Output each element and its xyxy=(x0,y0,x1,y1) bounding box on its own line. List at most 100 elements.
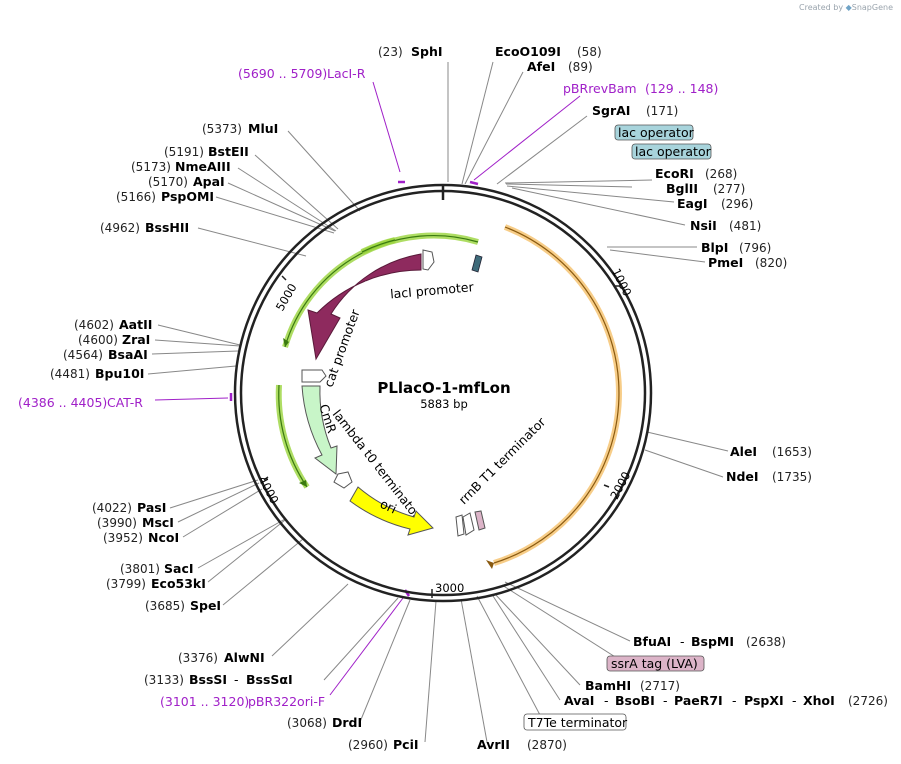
primer-name[interactable]: LacI-R xyxy=(327,66,366,81)
svg-text:-: - xyxy=(680,634,685,649)
site-enzyme[interactable]: PasI xyxy=(137,500,166,515)
t7te-terminator-box[interactable] xyxy=(523,713,627,731)
site-enzyme[interactable]: AleI xyxy=(730,444,757,459)
site-enzyme[interactable]: BstEII xyxy=(208,144,249,159)
feature-cat-promoter[interactable] xyxy=(301,369,327,383)
site-enzyme[interactable]: AvaI xyxy=(564,693,594,708)
site-enzyme[interactable]: PspXI xyxy=(744,693,784,708)
site-position: (23) xyxy=(378,45,403,59)
site-enzyme[interactable]: PaeR7I xyxy=(674,693,723,708)
site-position: (4602) xyxy=(74,318,114,332)
leader-line xyxy=(197,227,307,257)
feature-laci-promoter[interactable] xyxy=(422,249,435,271)
site-enzyme[interactable]: BamHI xyxy=(585,678,631,693)
feature-cmr[interactable] xyxy=(301,385,338,475)
site-enzyme[interactable]: NdeI xyxy=(726,469,759,484)
svg-text:-: - xyxy=(732,693,737,708)
site-enzyme[interactable]: BfuAI xyxy=(633,634,671,649)
site-enzyme[interactable]: XhoI xyxy=(803,693,835,708)
primer-leader xyxy=(329,597,404,696)
site-enzyme[interactable]: DrdI xyxy=(332,715,362,730)
site-position: (1653) xyxy=(772,445,812,459)
plasmid-length: 5883 bp xyxy=(420,397,468,411)
site-position: (4022) xyxy=(92,501,132,515)
feature-ori[interactable] xyxy=(349,486,434,536)
site-position: (3133) xyxy=(144,673,184,687)
site-enzyme[interactable]: PmeI xyxy=(708,255,743,270)
site-enzyme[interactable]: EcoO109I xyxy=(495,44,561,59)
leader-line xyxy=(511,187,686,226)
ssra-tag-box[interactable] xyxy=(606,655,705,672)
site-enzyme[interactable]: EcoRI xyxy=(655,166,694,181)
primer-name[interactable]: pBRrevBam xyxy=(563,81,637,96)
leader-line xyxy=(237,167,337,232)
site-enzyme[interactable]: AvrII xyxy=(477,737,510,752)
boxed-feature-labels: lac operator lac operator ssrA tag (LVA)… xyxy=(523,124,712,731)
tick-label-3000: 3000 xyxy=(435,581,464,595)
feature-label-laci-promoter: lacI promoter xyxy=(390,279,476,301)
site-enzyme[interactable]: SacI xyxy=(164,561,194,576)
lac-operator-box[interactable] xyxy=(631,143,712,160)
site-enzyme[interactable]: NcoI xyxy=(148,530,179,545)
site-enzyme[interactable]: EagI xyxy=(677,196,708,211)
site-enzyme[interactable]: SgrAI xyxy=(592,103,630,118)
lac-operator-box[interactable] xyxy=(614,124,694,141)
primer-name[interactable]: CAT-R xyxy=(107,395,143,410)
site-enzyme[interactable]: NsiI xyxy=(690,218,717,233)
site-enzyme[interactable]: SpeI xyxy=(190,598,221,613)
tick-4000 xyxy=(263,476,269,481)
primer-name[interactable]: pBR322ori-F xyxy=(248,694,325,709)
leader-line xyxy=(182,488,263,538)
site-enzyme[interactable]: PciI xyxy=(393,737,419,752)
site-position: (89) xyxy=(568,60,593,74)
feature-rrnb-t1[interactable] xyxy=(455,514,465,537)
plasmid-name: PLlacO-1-mfLon xyxy=(377,379,510,397)
site-enzyme[interactable]: SphI xyxy=(411,44,443,59)
site-enzyme[interactable]: MscI xyxy=(142,515,174,530)
site-enzyme[interactable]: BglII xyxy=(666,181,698,196)
site-enzyme[interactable]: NmeAIII xyxy=(175,159,231,174)
feature-lambda-t0[interactable] xyxy=(333,471,353,489)
primer-range: (129 .. 148) xyxy=(645,81,718,96)
site-enzyme[interactable]: ZraI xyxy=(122,332,150,347)
site-enzyme[interactable]: BssHII xyxy=(145,220,189,235)
site-position: (4481) xyxy=(50,367,90,381)
leader-line xyxy=(504,581,631,642)
site-enzyme[interactable]: AatII xyxy=(119,317,152,332)
site-enzyme[interactable]: BsaAI xyxy=(108,347,148,362)
site-enzyme[interactable]: PspOMI xyxy=(161,189,214,204)
leader-line xyxy=(222,538,304,606)
orf-arc-glow xyxy=(275,384,310,489)
orf-arc xyxy=(493,226,620,564)
watermark: Created by ◆SnapGene xyxy=(799,3,893,12)
feature-rrnb-t1-b[interactable] xyxy=(462,512,475,536)
site-enzyme[interactable]: BsoBI xyxy=(615,693,655,708)
leader-line xyxy=(460,598,488,743)
site-enzyme[interactable]: BssSαI xyxy=(246,672,293,687)
site-enzyme[interactable]: Bpu10I xyxy=(95,366,144,381)
site-enzyme[interactable]: BssSI xyxy=(189,672,227,687)
lac-operator-label: lac operator xyxy=(635,144,712,159)
site-enzyme[interactable]: AfeI xyxy=(527,59,555,74)
tick-label-5000: 5000 xyxy=(273,281,300,313)
tick-2000 xyxy=(603,484,610,488)
site-position: (268) xyxy=(705,167,737,181)
site-position: (4600) xyxy=(78,333,118,347)
feature-laci[interactable] xyxy=(307,253,422,361)
leader-line xyxy=(505,183,633,188)
site-enzyme[interactable]: Eco53kI xyxy=(151,576,206,591)
orf-arc-head xyxy=(486,560,494,569)
site-enzyme[interactable]: MluI xyxy=(248,121,278,136)
leader-line xyxy=(157,324,241,346)
site-enzyme[interactable]: BspMI xyxy=(691,634,734,649)
leader-line xyxy=(646,431,729,452)
site-enzyme[interactable]: AlwNI xyxy=(224,650,265,665)
site-labels-bottom-right: BfuAI - BspMI (2638) BamHI (2717) AvaI -… xyxy=(564,634,888,708)
feature-label-rrnb-t1: rrnB T1 terminator xyxy=(456,414,549,507)
site-enzyme[interactable]: ApaI xyxy=(193,174,225,189)
orf-arc xyxy=(278,384,308,488)
primer-leader xyxy=(473,95,581,181)
site-enzyme[interactable]: BlpI xyxy=(701,240,728,255)
site-position: (2638) xyxy=(746,635,786,649)
leader-line xyxy=(169,479,259,509)
